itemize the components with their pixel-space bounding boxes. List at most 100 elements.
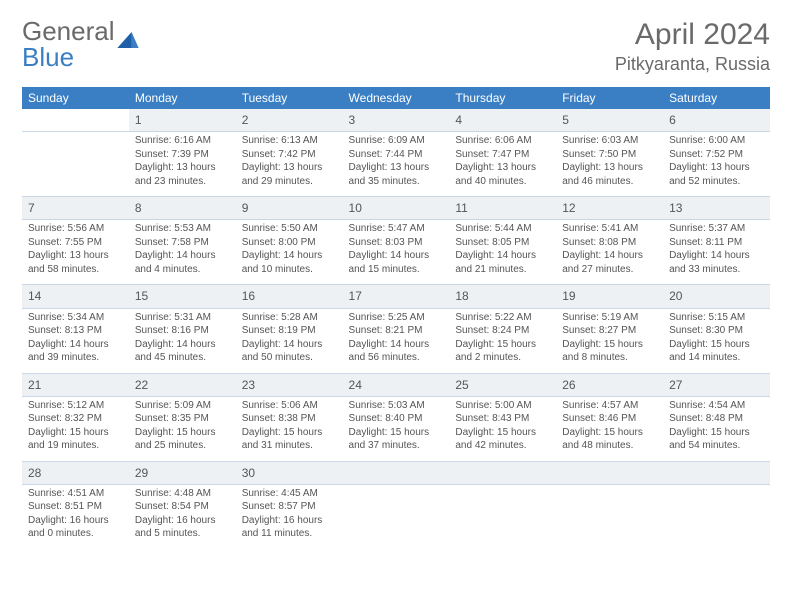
empty-cell [663,484,770,549]
daylight-line: Daylight: 15 hours and 14 minutes. [669,338,764,365]
daylight-line: Daylight: 14 hours and 4 minutes. [135,249,230,276]
day-cell: Sunrise: 5:28 AMSunset: 8:19 PMDaylight:… [236,308,343,373]
sunset-line: Sunset: 8:35 PM [135,412,230,426]
day-number: 10 [343,197,450,220]
day-cell: Sunrise: 5:37 AMSunset: 8:11 PMDaylight:… [663,220,770,285]
day-cell: Sunrise: 5:34 AMSunset: 8:13 PMDaylight:… [22,308,129,373]
sunset-line: Sunset: 8:16 PM [135,324,230,338]
weekday-header: Tuesday [236,87,343,109]
daylight-line: Daylight: 16 hours and 0 minutes. [28,514,123,541]
sunrise-line: Sunrise: 5:47 AM [349,222,444,236]
sunset-line: Sunset: 8:51 PM [28,500,123,514]
empty-cell [449,461,556,484]
day-cell: Sunrise: 4:51 AMSunset: 8:51 PMDaylight:… [22,484,129,549]
empty-cell [343,484,450,549]
daylight-line: Daylight: 14 hours and 50 minutes. [242,338,337,365]
sunset-line: Sunset: 8:00 PM [242,236,337,250]
location-label: Pitkyaranta, Russia [615,54,770,75]
daylight-line: Daylight: 16 hours and 11 minutes. [242,514,337,541]
day-cell: Sunrise: 5:09 AMSunset: 8:35 PMDaylight:… [129,396,236,461]
day-number: 26 [556,373,663,396]
empty-cell [556,461,663,484]
daynum-row: 78910111213 [22,197,770,220]
content-row: Sunrise: 4:51 AMSunset: 8:51 PMDaylight:… [22,484,770,549]
sunset-line: Sunset: 7:50 PM [562,148,657,162]
daylight-line: Daylight: 14 hours and 39 minutes. [28,338,123,365]
sunrise-line: Sunrise: 5:31 AM [135,311,230,325]
sunrise-line: Sunrise: 6:06 AM [455,134,550,148]
content-row: Sunrise: 5:12 AMSunset: 8:32 PMDaylight:… [22,396,770,461]
sunrise-line: Sunrise: 4:51 AM [28,487,123,501]
day-number: 15 [129,285,236,308]
empty-cell [663,461,770,484]
sunrise-line: Sunrise: 6:09 AM [349,134,444,148]
sunrise-line: Sunrise: 6:00 AM [669,134,764,148]
sunrise-line: Sunrise: 5:28 AM [242,311,337,325]
sunrise-line: Sunrise: 4:57 AM [562,399,657,413]
sunset-line: Sunset: 8:03 PM [349,236,444,250]
sunset-line: Sunset: 8:46 PM [562,412,657,426]
weekday-header: Friday [556,87,663,109]
daylight-line: Daylight: 15 hours and 48 minutes. [562,426,657,453]
day-cell: Sunrise: 5:44 AMSunset: 8:05 PMDaylight:… [449,220,556,285]
sunset-line: Sunset: 8:05 PM [455,236,550,250]
day-cell: Sunrise: 5:00 AMSunset: 8:43 PMDaylight:… [449,396,556,461]
day-number: 8 [129,197,236,220]
day-cell: Sunrise: 5:03 AMSunset: 8:40 PMDaylight:… [343,396,450,461]
sunrise-line: Sunrise: 5:09 AM [135,399,230,413]
day-cell: Sunrise: 5:06 AMSunset: 8:38 PMDaylight:… [236,396,343,461]
day-number: 9 [236,197,343,220]
content-row: Sunrise: 6:16 AMSunset: 7:39 PMDaylight:… [22,132,770,197]
day-number: 19 [556,285,663,308]
day-cell: Sunrise: 6:06 AMSunset: 7:47 PMDaylight:… [449,132,556,197]
empty-cell [343,461,450,484]
daylight-line: Daylight: 14 hours and 33 minutes. [669,249,764,276]
header: GeneralBlue April 2024 Pitkyaranta, Russ… [22,18,770,75]
sunset-line: Sunset: 8:57 PM [242,500,337,514]
day-cell: Sunrise: 6:13 AMSunset: 7:42 PMDaylight:… [236,132,343,197]
daynum-row: 21222324252627 [22,373,770,396]
day-cell: Sunrise: 6:00 AMSunset: 7:52 PMDaylight:… [663,132,770,197]
day-number: 16 [236,285,343,308]
daylight-line: Daylight: 13 hours and 52 minutes. [669,161,764,188]
daylight-line: Daylight: 13 hours and 58 minutes. [28,249,123,276]
day-number: 29 [129,461,236,484]
day-cell: Sunrise: 5:15 AMSunset: 8:30 PMDaylight:… [663,308,770,373]
sunrise-line: Sunrise: 5:15 AM [669,311,764,325]
daynum-row: 282930 [22,461,770,484]
daylight-line: Daylight: 15 hours and 2 minutes. [455,338,550,365]
day-number: 21 [22,373,129,396]
daylight-line: Daylight: 14 hours and 15 minutes. [349,249,444,276]
daylight-line: Daylight: 13 hours and 29 minutes. [242,161,337,188]
day-cell: Sunrise: 4:45 AMSunset: 8:57 PMDaylight:… [236,484,343,549]
weekday-header-row: Sunday Monday Tuesday Wednesday Thursday… [22,87,770,109]
sunset-line: Sunset: 8:13 PM [28,324,123,338]
daylight-line: Daylight: 14 hours and 45 minutes. [135,338,230,365]
day-number: 4 [449,109,556,132]
day-cell: Sunrise: 6:03 AMSunset: 7:50 PMDaylight:… [556,132,663,197]
daylight-line: Daylight: 13 hours and 35 minutes. [349,161,444,188]
daylight-line: Daylight: 15 hours and 19 minutes. [28,426,123,453]
day-cell: Sunrise: 5:25 AMSunset: 8:21 PMDaylight:… [343,308,450,373]
daylight-line: Daylight: 15 hours and 8 minutes. [562,338,657,365]
sunrise-line: Sunrise: 5:25 AM [349,311,444,325]
brand-logo: GeneralBlue [22,18,141,70]
sunrise-line: Sunrise: 5:41 AM [562,222,657,236]
sunrise-line: Sunrise: 5:03 AM [349,399,444,413]
sunrise-line: Sunrise: 5:56 AM [28,222,123,236]
daylight-line: Daylight: 15 hours and 31 minutes. [242,426,337,453]
day-number: 12 [556,197,663,220]
sunset-line: Sunset: 8:43 PM [455,412,550,426]
daylight-line: Daylight: 13 hours and 46 minutes. [562,161,657,188]
day-number: 6 [663,109,770,132]
sunset-line: Sunset: 8:40 PM [349,412,444,426]
brand-part2: Blue [22,42,74,72]
day-number: 11 [449,197,556,220]
daylight-line: Daylight: 15 hours and 42 minutes. [455,426,550,453]
day-number: 24 [343,373,450,396]
day-cell: Sunrise: 5:41 AMSunset: 8:08 PMDaylight:… [556,220,663,285]
day-cell: Sunrise: 5:22 AMSunset: 8:24 PMDaylight:… [449,308,556,373]
day-number: 5 [556,109,663,132]
calendar-body: 123456Sunrise: 6:16 AMSunset: 7:39 PMDay… [22,109,770,549]
day-number: 20 [663,285,770,308]
